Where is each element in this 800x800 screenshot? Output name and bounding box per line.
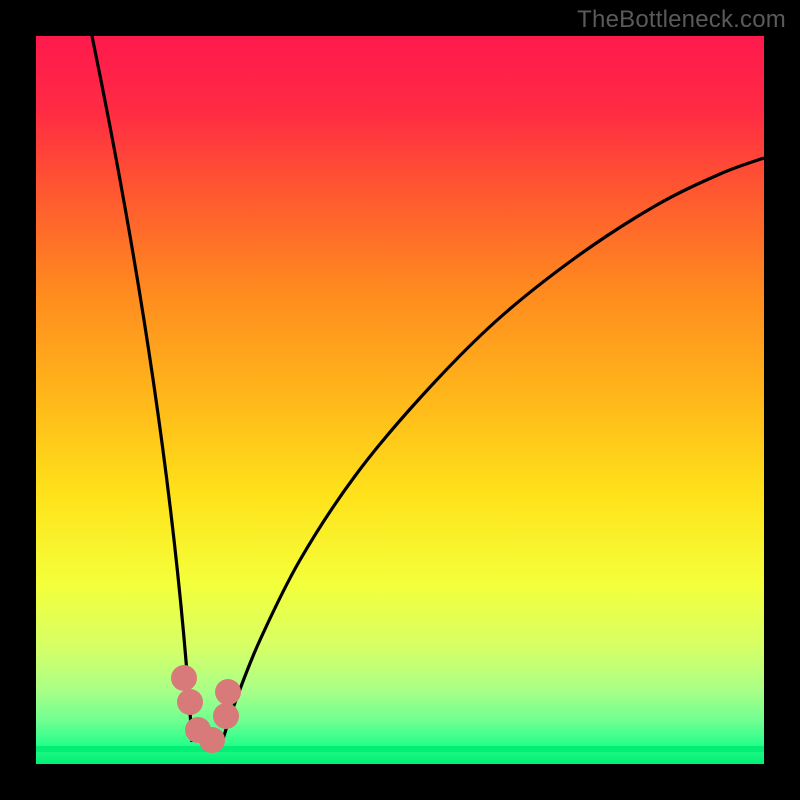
marker-dot [177,689,203,715]
bottleneck-chart [0,0,800,800]
green-baseline [36,746,764,752]
chart-root: TheBottleneck.com [0,0,800,800]
marker-dot [215,679,241,705]
marker-dot [199,727,225,753]
plot-background [36,36,764,764]
marker-dot [171,665,197,691]
watermark-text: TheBottleneck.com [577,6,786,34]
marker-dot [213,703,239,729]
